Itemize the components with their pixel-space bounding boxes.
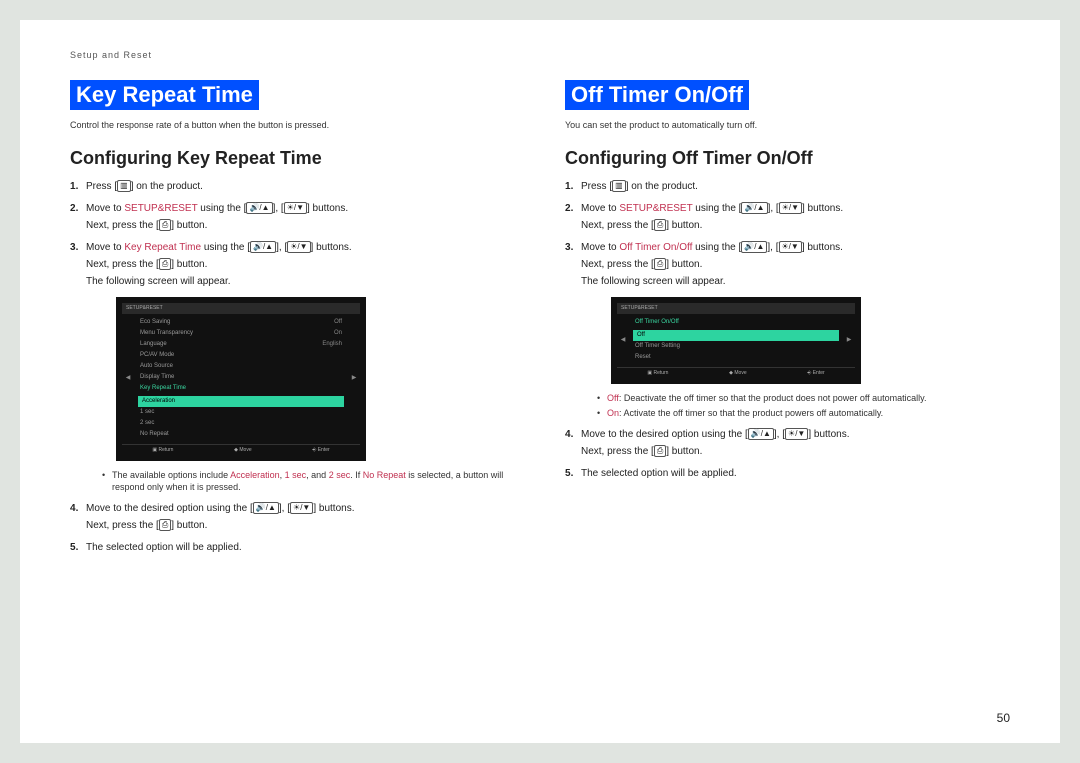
osd-title: SETUP&RESET	[122, 303, 360, 315]
menu-icon: ▥	[612, 180, 626, 192]
arrow-right-icon: ▶	[843, 317, 855, 363]
step-4: Move to the desired option using the [🔊/…	[70, 501, 515, 533]
osd-screenshot: SETUP&RESET ◀ Off Timer On/Off Off Off T…	[611, 297, 861, 384]
subsection-title: Configuring Key Repeat Time	[70, 148, 515, 169]
section-desc: Control the response rate of a button wh…	[70, 120, 515, 132]
up-icon: 🔊/▲	[253, 502, 279, 514]
steps-list: Press [▥] on the product. Move to SETUP&…	[70, 179, 515, 555]
enter-icon: ⎙	[159, 258, 171, 270]
breadcrumb: Setup and Reset	[70, 50, 1010, 60]
enter-icon: ⎙	[654, 258, 666, 270]
step-2: Move to SETUP&RESET using the [🔊/▲], [☀/…	[565, 201, 1010, 233]
step-5: The selected option will be applied.	[565, 466, 1010, 481]
step-3: Move to Off Timer On/Off using the [🔊/▲]…	[565, 240, 1010, 420]
step-3: Move to Key Repeat Time using the [🔊/▲],…	[70, 240, 515, 494]
down-icon: ☀/▼	[779, 241, 802, 253]
right-column: Off Timer On/Off You can set the product…	[565, 80, 1010, 562]
enter-icon: ⎙	[654, 219, 666, 231]
step-4: Move to the desired option using the [🔊/…	[565, 427, 1010, 459]
arrow-left-icon: ◀	[122, 317, 134, 440]
link-text: SETUP&RESET	[124, 203, 197, 214]
up-icon: 🔊/▲	[748, 428, 774, 440]
section-desc: You can set the product to automatically…	[565, 120, 1010, 132]
page-number: 50	[997, 711, 1010, 725]
enter-icon: ⎙	[654, 445, 666, 457]
enter-icon: ⎙	[159, 219, 171, 231]
subsection-title: Configuring Off Timer On/Off	[565, 148, 1010, 169]
down-icon: ☀/▼	[290, 502, 313, 514]
menu-icon: ▥	[117, 180, 131, 192]
step-2: Move to SETUP&RESET using the [🔊/▲], [☀/…	[70, 201, 515, 233]
note-list: Off: Deactivate the off timer so that th…	[597, 392, 1010, 420]
step-1: Press [▥] on the product.	[565, 179, 1010, 194]
osd-title: SETUP&RESET	[617, 303, 855, 315]
left-column: Key Repeat Time Control the response rat…	[70, 80, 515, 562]
arrow-left-icon: ◀	[617, 317, 629, 363]
enter-icon: ⎙	[159, 519, 171, 531]
up-icon: 🔊/▲	[246, 202, 272, 214]
note-list: The available options include Accelerati…	[102, 469, 515, 494]
manual-page: Setup and Reset Key Repeat Time Control …	[20, 20, 1060, 743]
up-icon: 🔊/▲	[250, 241, 276, 253]
down-icon: ☀/▼	[785, 428, 808, 440]
step-1: Press [▥] on the product.	[70, 179, 515, 194]
down-icon: ☀/▼	[287, 241, 310, 253]
down-icon: ☀/▼	[779, 202, 802, 214]
link-text: Off Timer On/Off	[619, 242, 692, 253]
note-item: On: Activate the off timer so that the p…	[597, 407, 1010, 420]
up-icon: 🔊/▲	[741, 202, 767, 214]
step-5: The selected option will be applied.	[70, 540, 515, 555]
two-column-layout: Key Repeat Time Control the response rat…	[70, 80, 1010, 562]
steps-list: Press [▥] on the product. Move to SETUP&…	[565, 179, 1010, 481]
section-title: Key Repeat Time	[70, 80, 259, 110]
down-icon: ☀/▼	[284, 202, 307, 214]
note-item: The available options include Accelerati…	[102, 469, 515, 494]
link-text: Key Repeat Time	[124, 242, 201, 253]
osd-screenshot: SETUP&RESET ◀ Eco SavingOff Menu Transpa…	[116, 297, 366, 461]
link-text: SETUP&RESET	[619, 203, 692, 214]
section-title: Off Timer On/Off	[565, 80, 749, 110]
up-icon: 🔊/▲	[741, 241, 767, 253]
note-item: Off: Deactivate the off timer so that th…	[597, 392, 1010, 405]
arrow-right-icon: ▶	[348, 317, 360, 440]
